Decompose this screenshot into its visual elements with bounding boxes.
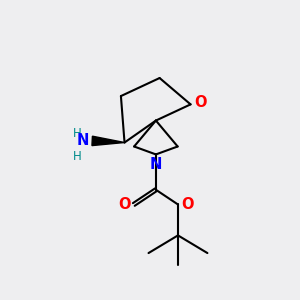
Text: H: H [73,150,81,163]
Text: O: O [182,197,194,212]
Polygon shape [92,136,124,146]
Text: H: H [73,127,81,140]
Text: O: O [194,95,207,110]
Text: N: N [150,157,162,172]
Text: O: O [118,197,130,212]
Text: N: N [77,134,89,148]
